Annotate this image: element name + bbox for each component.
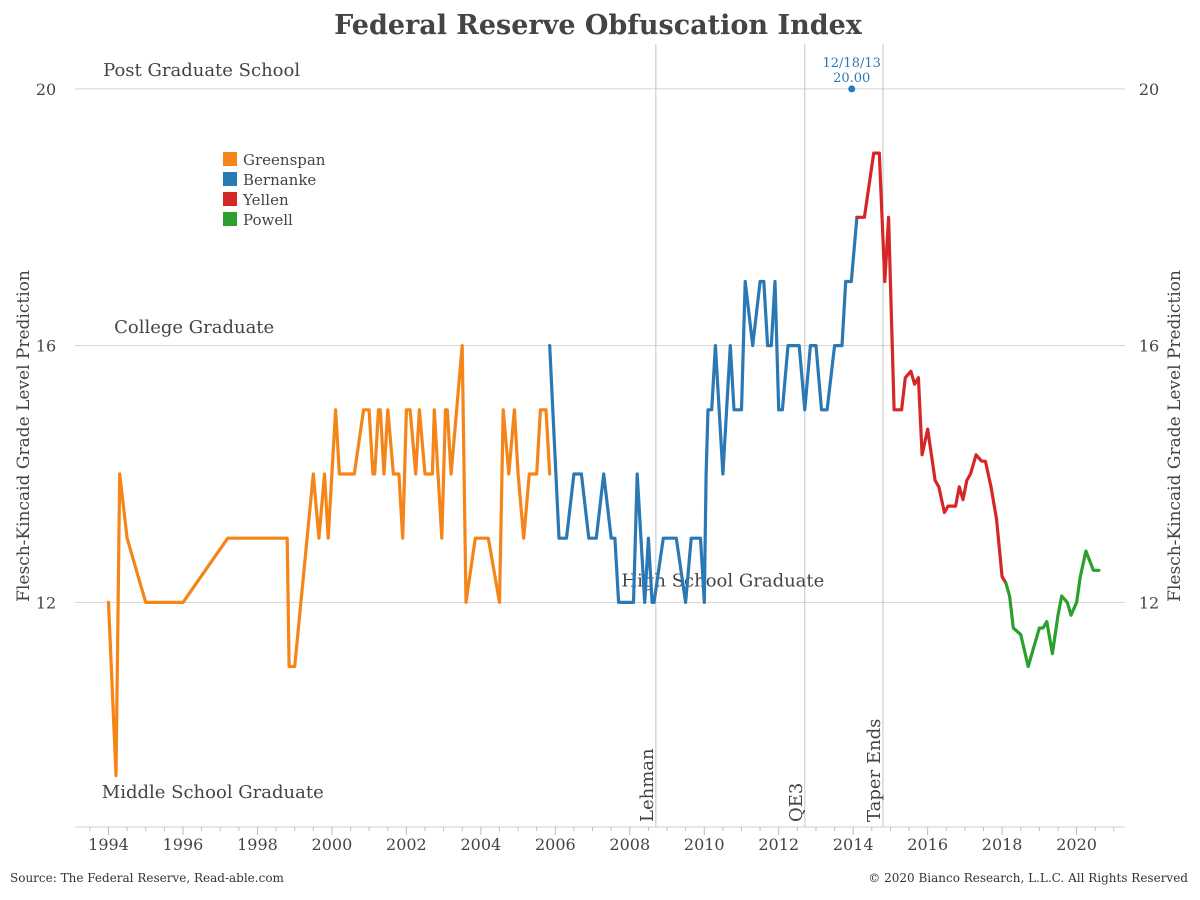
level-label: High School Graduate (621, 570, 824, 591)
legend-label-yellen: Yellen (242, 191, 289, 209)
x-tick-label: 1996 (163, 835, 204, 854)
y-tick-label-left: 16 (36, 337, 56, 356)
copyright-note: © 2020 Bianco Research, L.L.C. All Right… (868, 871, 1188, 885)
x-tick-label: 1994 (88, 835, 129, 854)
x-tick-label: 1998 (237, 835, 278, 854)
y-tick-label-left: 20 (36, 80, 56, 99)
x-tick-label: 2002 (386, 835, 427, 854)
chart-title: Federal Reserve Obfuscation Index (334, 10, 863, 41)
x-tick-label: 2004 (460, 835, 501, 854)
legend-label-powell: Powell (243, 211, 293, 229)
series-line-yellen (855, 151, 1008, 585)
y-axis-label-right: Flesch-Kincaid Grade Level Prediction (1165, 270, 1185, 602)
series-lines (106, 151, 1101, 778)
peak-date-label: 12/18/13 (823, 56, 881, 71)
event-lines: Lehman QE3 Taper Ends (637, 44, 885, 827)
y-tick-label-right: 12 (1139, 593, 1159, 612)
legend: Greenspan Bernanke Yellen Powell (223, 151, 326, 229)
level-label: Post Graduate School (103, 60, 300, 81)
peak-value-label: 20.00 (833, 71, 870, 86)
level-label: Middle School Graduate (102, 782, 324, 803)
level-label: College Graduate (114, 317, 274, 338)
source-note: Source: The Federal Reserve, Read-able.c… (10, 871, 284, 885)
x-tick-label: 2012 (758, 835, 799, 854)
peak-marker (848, 85, 856, 93)
legend-swatch-greenspan (223, 152, 237, 166)
grid (75, 88, 1125, 603)
y-tick-label-left: 12 (36, 593, 56, 612)
event-label: Taper Ends (864, 719, 885, 822)
y-tick-label-right: 16 (1139, 337, 1159, 356)
x-tick-label: 2018 (982, 835, 1023, 854)
x-tick-label: 2006 (535, 835, 576, 854)
legend-swatch-bernanke (223, 172, 237, 186)
legend-label-bernanke: Bernanke (243, 171, 316, 189)
x-tick-label: 2008 (609, 835, 650, 854)
y-axis-label-left: Flesch-Kincaid Grade Level Prediction (14, 270, 34, 602)
event-label: Lehman (637, 748, 658, 822)
x-tick-label: 2000 (312, 835, 353, 854)
series-line-bernanke (548, 215, 859, 605)
y-tick-label-right: 20 (1139, 80, 1159, 99)
series-line-greenspan (106, 344, 552, 778)
level-labels: Post Graduate School College Graduate High… (102, 60, 825, 803)
x-tick-label: 2014 (833, 835, 874, 854)
event-label: QE3 (786, 783, 807, 822)
legend-swatch-yellen (223, 192, 237, 206)
series-line-powell (1004, 549, 1101, 669)
x-tick-label: 2020 (1056, 835, 1097, 854)
legend-label-greenspan: Greenspan (243, 151, 326, 169)
legend-swatch-powell (223, 212, 237, 226)
x-tick-label: 2016 (907, 835, 948, 854)
x-tick-label: 2010 (684, 835, 725, 854)
